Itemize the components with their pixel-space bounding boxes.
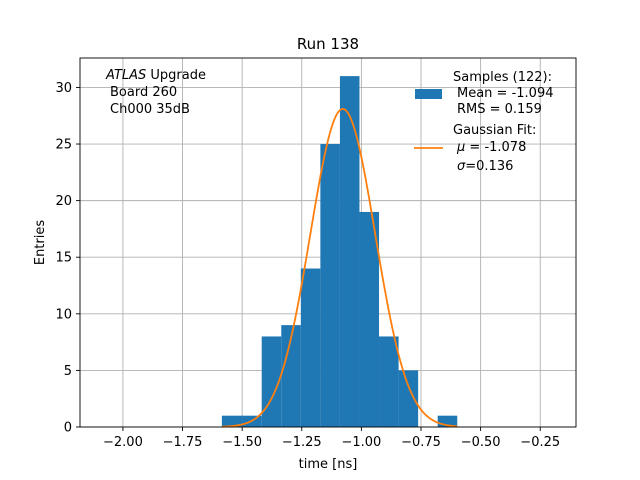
x-tick-label: −0.75 (401, 435, 441, 450)
x-tick-label: −1.50 (222, 435, 262, 450)
gaussian-fit (221, 108, 458, 428)
y-tick-label: 10 (55, 307, 72, 322)
legend-samples-rms: RMS = 0.159 (457, 102, 542, 117)
y-tick-label: 0 (64, 421, 72, 436)
x-tick-label: −1.75 (163, 435, 203, 450)
x-axis-label: time [ns] (299, 457, 358, 472)
annotation-line-1: ATLAS Upgrade (105, 68, 206, 83)
y-tick-label: 30 (55, 81, 72, 96)
y-tick-label: 20 (55, 194, 72, 209)
legend-samples-swatch (415, 89, 442, 99)
legend-sigma-symbol: σ (457, 159, 466, 174)
annotation-upgrade: Upgrade (146, 68, 206, 83)
histogram-bar (437, 415, 458, 427)
annotation-atlas: ATLAS (105, 68, 146, 83)
histogram-bar (300, 268, 321, 427)
fit-curve (221, 108, 458, 428)
y-axis-ticks: 0 5 10 15 20 25 30 (55, 81, 80, 436)
legend-mu-value: = -1.078 (465, 140, 526, 155)
legend-samples-label: Samples (122): (453, 70, 552, 85)
histogram-bar (379, 336, 399, 427)
y-tick-label: 5 (64, 364, 72, 379)
histogram-bar (281, 325, 301, 427)
y-axis-label: Entries (33, 220, 48, 266)
x-axis-ticks: −2.00 −1.75 −1.50 −1.25 −1.00 −0.75 −0.50 −0.25 (103, 427, 560, 450)
legend-mu-symbol: μ (456, 140, 465, 155)
histogram-bar (339, 76, 360, 428)
x-tick-label: −2.00 (103, 435, 143, 450)
histogram-bar (320, 144, 340, 427)
legend: Samples (122): Mean = -1.094 RMS = 0.159… (414, 70, 553, 174)
legend-sigma-value: =0.136 (465, 159, 513, 174)
legend-samples-mean: Mean = -1.094 (457, 86, 553, 101)
y-tick-label: 25 (55, 138, 72, 153)
x-tick-label: −1.25 (282, 435, 322, 450)
legend-fit-mu: μ = -1.078 (456, 140, 526, 155)
annotation-line-2: Board 260 (110, 85, 177, 100)
annotation-block: ATLAS Upgrade Board 260 Ch000 35dB (105, 68, 206, 117)
chart-title: Run 138 (297, 35, 359, 53)
annotation-line-3: Ch000 35dB (110, 102, 190, 117)
histogram-bar (221, 415, 243, 427)
legend-fit-label: Gaussian Fit: (453, 123, 536, 138)
histogram-bars (221, 76, 458, 428)
y-tick-label: 15 (55, 251, 72, 266)
plot-frame (79, 57, 577, 428)
histogram-bar (261, 336, 282, 427)
x-tick-label: −0.50 (461, 435, 501, 450)
histogram-bar (359, 211, 380, 427)
histogram-bar (398, 370, 419, 427)
x-tick-label: −0.25 (520, 435, 560, 450)
legend-fit-sigma: σ=0.136 (457, 159, 513, 174)
x-tick-label: −1.00 (341, 435, 381, 450)
